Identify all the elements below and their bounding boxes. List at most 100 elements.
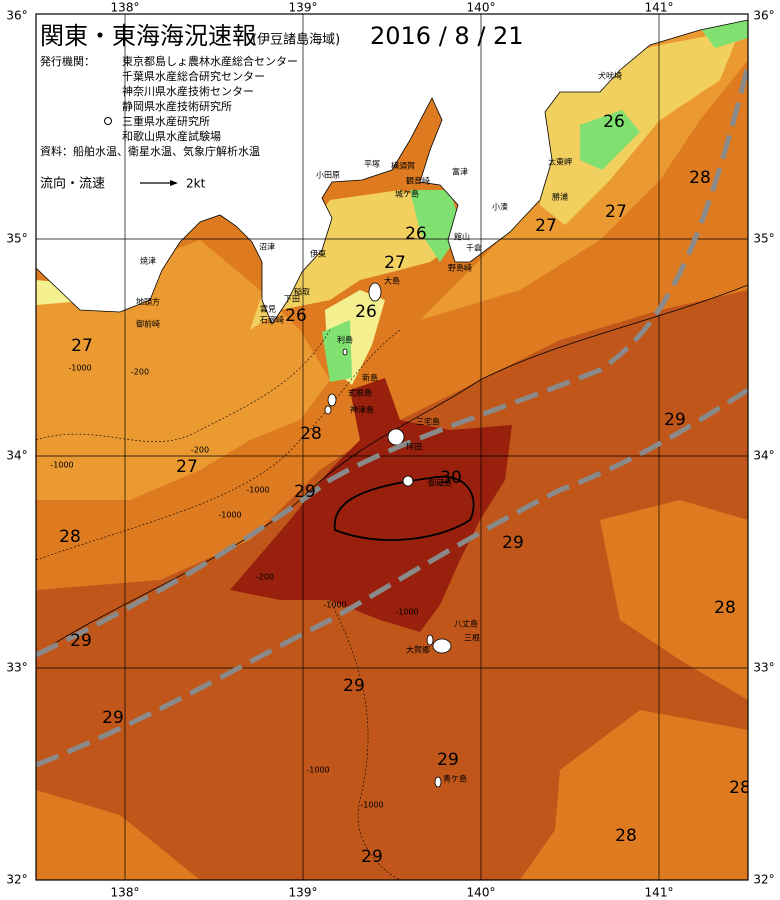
depth-label: -1000	[306, 766, 329, 775]
publishers-label: 発行機関：	[40, 54, 95, 68]
latitude-label: 36°	[753, 9, 774, 23]
temperature-label: 27	[605, 202, 627, 222]
longitude-label: 138°	[111, 886, 140, 900]
island	[426, 634, 434, 646]
zone-28	[520, 120, 748, 340]
temperature-label: 29	[437, 750, 459, 770]
temperature-label: 28	[729, 778, 751, 798]
publisher: 東京都島しょ農林水産総合センター	[122, 54, 298, 68]
zone-28	[520, 710, 748, 880]
place-name: 伊東	[310, 249, 326, 259]
zone-26	[250, 190, 460, 330]
longitude-label: 140°	[467, 1, 496, 15]
temperature-label: 26	[355, 302, 377, 322]
place-name: 雲見	[260, 305, 276, 314]
place-name: 三根	[464, 633, 480, 643]
latitude-label: 35°	[6, 232, 27, 246]
map-frame	[35, 13, 749, 881]
kuroshio-axis	[36, 64, 748, 658]
legend-arrowhead	[170, 180, 178, 186]
latitude-label: 32°	[753, 873, 774, 887]
depth-label: -1000	[395, 608, 418, 617]
temperature-label: 26	[285, 306, 307, 326]
place-name: 太東岬	[548, 157, 572, 167]
depth-label: -1000	[218, 511, 241, 520]
place-name: 御蔵島	[428, 478, 452, 488]
zone-green	[322, 320, 352, 382]
depth-label: -1000	[50, 461, 73, 470]
island	[324, 405, 332, 415]
depth-contour	[36, 329, 331, 442]
place-name: 大島	[384, 276, 400, 286]
temperature-label: 30	[440, 468, 462, 488]
place-name: 御前崎	[136, 319, 160, 329]
place-name: 観音崎	[406, 176, 430, 186]
place-name: 焼津	[140, 256, 156, 266]
latitude-label: 34°	[753, 449, 774, 463]
place-name: 平塚	[364, 160, 380, 169]
island	[432, 638, 452, 654]
title: 関東・東海海況速報	[40, 22, 256, 50]
temperature-label: 28	[714, 598, 736, 618]
land	[36, 14, 748, 325]
kuroshio-axis	[36, 387, 748, 768]
temperature-label: 28	[59, 527, 81, 547]
temperature-label: 28	[689, 168, 711, 188]
latitude-label: 36°	[6, 9, 27, 23]
place-name: 沼津	[259, 242, 275, 252]
place-name: 館山	[454, 232, 470, 242]
place-name: 富津	[452, 167, 468, 177]
island	[402, 475, 414, 487]
temperature-label: 29	[502, 533, 524, 553]
place-name: 坪田	[406, 443, 422, 452]
place-name: 利島	[337, 335, 353, 345]
graticule	[36, 14, 748, 880]
island	[434, 776, 442, 788]
place-name: 大賀郷	[406, 645, 430, 655]
publisher: 和歌山県水産試験場	[122, 129, 221, 143]
place-name: 石廊崎	[260, 315, 284, 325]
place-name: 三宅島	[416, 417, 440, 427]
zone-30	[230, 378, 512, 632]
temperature-label: 29	[361, 847, 383, 867]
place-name: 下田	[284, 295, 300, 304]
latitude-label: 33°	[753, 661, 774, 675]
temperature-label: 29	[664, 410, 686, 430]
place-name: 式根島	[348, 388, 372, 398]
latitude-label: 34°	[6, 449, 27, 463]
date: 2016 / 8 / 21	[370, 22, 524, 50]
depth-label: -200	[256, 573, 274, 582]
depth-label: -200	[191, 446, 209, 455]
zone-28	[36, 790, 200, 880]
legend-label: 流向・流速	[40, 176, 105, 192]
place-name: 犬吠埼	[598, 71, 622, 81]
contour-30	[333, 475, 475, 541]
depth-contour	[36, 329, 401, 561]
publisher: 神奈川県水産技術センター	[122, 84, 254, 98]
place-name: 地頭方	[136, 297, 160, 307]
place-name: 小田原	[316, 171, 340, 180]
source: 資料：船舶水温、衛星水温、気象庁解析水温	[40, 144, 260, 158]
temperature-label: 29	[102, 708, 124, 728]
temperature-label: 27	[535, 216, 557, 236]
latitude-label: 33°	[6, 661, 27, 675]
temperature-label: 27	[71, 336, 93, 356]
place-name: 城ケ島	[395, 189, 419, 199]
place-name: 野島崎	[448, 263, 472, 273]
temperature-label: 26	[405, 224, 427, 244]
place-name: 横須賀	[391, 161, 415, 171]
contour	[36, 284, 748, 656]
publisher: 千葉県水産総合研究センター	[122, 69, 265, 83]
longitude-label: 139°	[289, 1, 318, 15]
longitude-label: 140°	[467, 886, 496, 900]
temperature-label: 28	[615, 826, 637, 846]
place-name: 神津島	[350, 405, 374, 415]
temperature-label: 27	[176, 457, 198, 477]
island	[342, 348, 348, 356]
island	[387, 428, 405, 446]
zone-28	[600, 500, 748, 700]
legend-speed: 2kt	[186, 177, 206, 191]
temperature-label: 27	[384, 253, 406, 273]
latitude-label: 32°	[6, 873, 27, 887]
